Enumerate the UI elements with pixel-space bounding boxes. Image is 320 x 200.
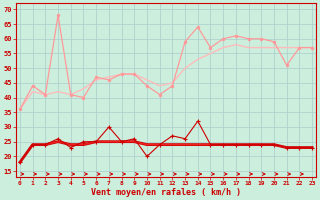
X-axis label: Vent moyen/en rafales ( km/h ): Vent moyen/en rafales ( km/h ) (91, 188, 241, 197)
